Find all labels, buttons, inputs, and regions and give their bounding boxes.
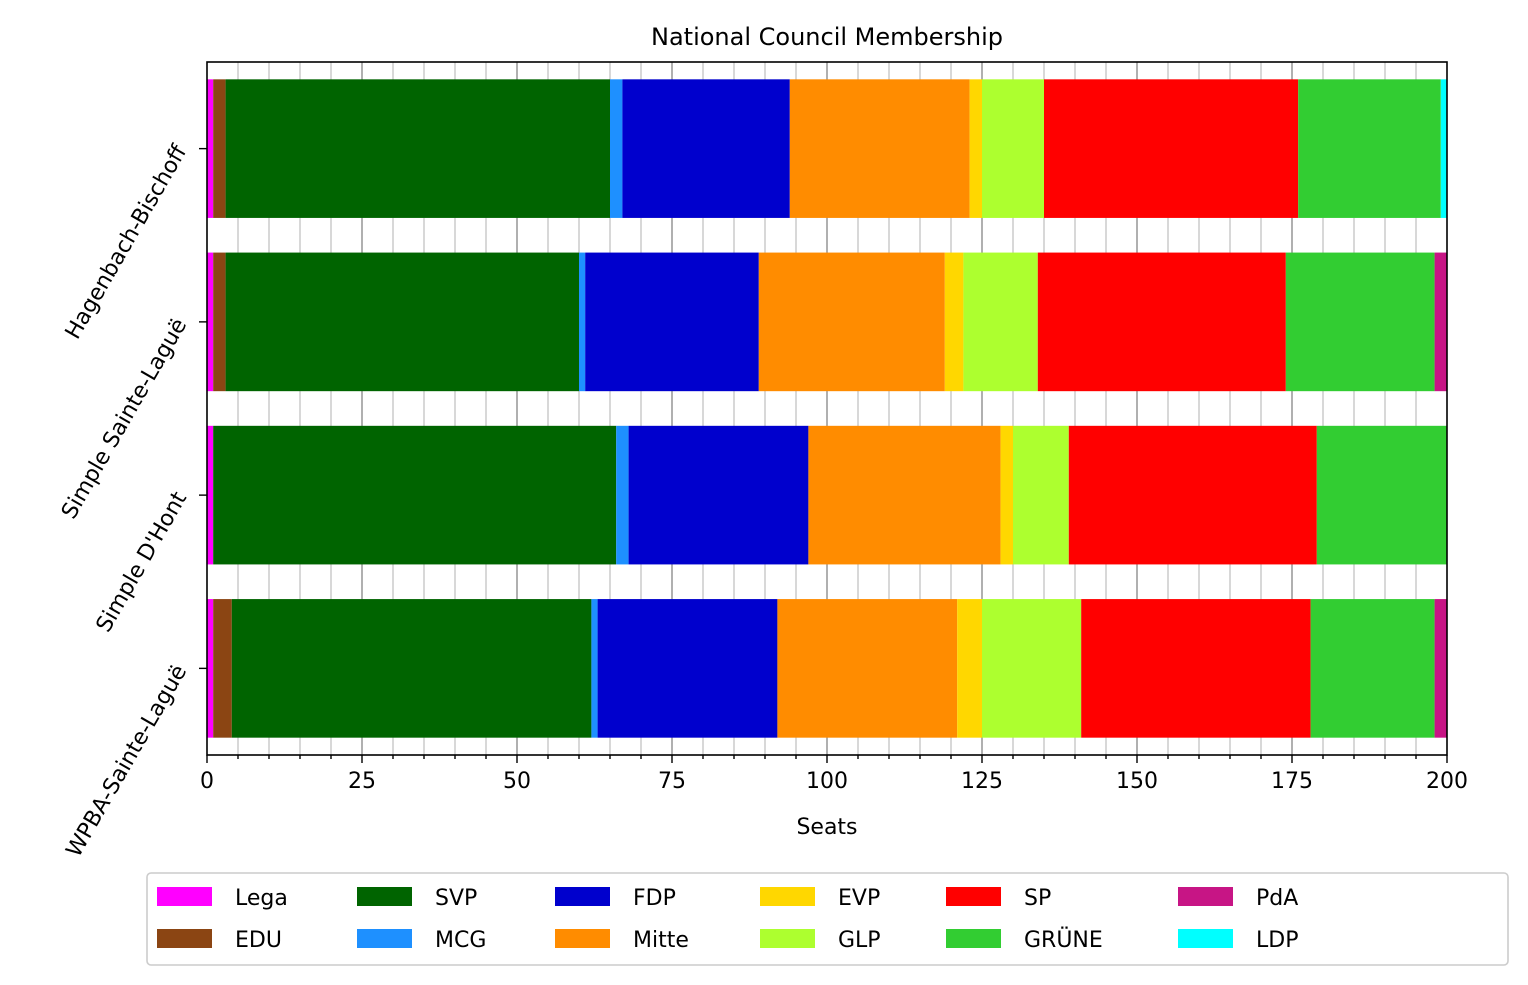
bar-segment-sp: [1044, 79, 1299, 218]
legend-swatch: [357, 887, 412, 906]
legend-label: EVP: [838, 886, 880, 911]
y-tick-label: WPBA-Sainte-Laguë: [62, 661, 192, 862]
bar-segment-glp: [963, 252, 1038, 392]
bar-segment-evp: [957, 599, 982, 738]
bar-segment-evp: [969, 79, 982, 218]
bar-segment-sp: [1037, 252, 1286, 392]
legend-label: EDU: [235, 928, 282, 953]
bar-segment-gr-ne: [1316, 425, 1447, 565]
bar-segment-evp: [944, 252, 964, 392]
bar-segment-glp: [982, 599, 1082, 738]
bar-segment-fdp: [585, 252, 759, 392]
x-tick-label: 175: [1271, 769, 1313, 794]
bar-segment-svp: [213, 425, 617, 565]
legend-label: GLP: [838, 928, 881, 953]
legend-swatch: [1178, 929, 1233, 948]
y-tick-label: Hagenbach-Bischoff: [61, 140, 193, 343]
x-tick-label: 125: [961, 769, 1003, 794]
bar-segment-gr-ne: [1285, 252, 1435, 392]
bar-segment-mcg: [610, 79, 623, 218]
bar-segment-mitte: [777, 599, 958, 738]
bars: [207, 79, 1447, 738]
bar-segment-sp: [1081, 599, 1311, 738]
bar-segment-edu: [213, 252, 226, 392]
bar-segment-svp: [225, 252, 579, 392]
x-tick-label: 100: [806, 769, 848, 794]
legend-label: FDP: [633, 886, 676, 911]
bar-segment-lega: [207, 252, 214, 392]
x-axis-ticks: 0 25 50 75 100 125 150 175 200: [200, 755, 1468, 794]
bar-segment-sp: [1068, 425, 1317, 565]
bar-segment-mitte: [789, 79, 970, 218]
x-tick-label: 150: [1116, 769, 1158, 794]
bar-segment-glp: [982, 79, 1044, 218]
bar-segment-lega: [207, 599, 214, 738]
y-tick-label: Simple D'Hont: [92, 487, 193, 636]
legend-label: SVP: [435, 886, 477, 911]
bar-segment-mcg: [579, 252, 586, 392]
bar-segment-gr-ne: [1310, 599, 1435, 738]
legend-swatch: [357, 929, 412, 948]
bar-segment-mitte: [808, 425, 1001, 565]
x-tick-label: 25: [348, 769, 376, 794]
bar-segment-edu: [213, 599, 232, 738]
legend-label: MCG: [435, 928, 486, 953]
bar-segment-fdp: [628, 425, 809, 565]
bar-segment-glp: [1013, 425, 1069, 565]
bar-segment-lega: [207, 425, 214, 565]
legend-swatch: [157, 929, 212, 948]
x-tick-label: 200: [1426, 769, 1468, 794]
legend-label: GRÜNE: [1024, 927, 1103, 953]
bar-segment-gr-ne: [1298, 79, 1441, 218]
bar-segment-pda: [1434, 252, 1447, 392]
legend-swatch: [157, 887, 212, 906]
bar-segment-fdp: [622, 79, 790, 218]
x-tick-label: 50: [503, 769, 531, 794]
bar-segment-evp: [1000, 425, 1013, 565]
legend-swatch: [760, 887, 815, 906]
legend-swatch: [760, 929, 815, 948]
legend-label: SP: [1024, 886, 1051, 911]
x-axis-label: Seats: [796, 815, 857, 840]
legend-swatch: [555, 887, 610, 906]
legend-swatch: [1178, 887, 1233, 906]
bar-segment-mitte: [758, 252, 945, 392]
legend-swatch: [946, 929, 1001, 948]
legend-label: PdA: [1256, 886, 1298, 911]
bar-segment-lega: [207, 79, 214, 218]
legend-label: LDP: [1256, 928, 1298, 953]
bar-segment-ldp: [1440, 79, 1447, 218]
bar-segment-mcg: [616, 425, 629, 565]
legend-label: Lega: [235, 886, 288, 911]
legend-swatch: [555, 929, 610, 948]
legend-label: Mitte: [633, 928, 689, 953]
bar-segment-svp: [225, 79, 610, 218]
bar-segment-edu: [213, 79, 226, 218]
bar-segment-mcg: [591, 599, 598, 738]
legend-swatch: [946, 887, 1001, 906]
bar-segment-fdp: [597, 599, 778, 738]
x-tick-label: 0: [200, 769, 214, 794]
legend: Lega EDU SVP MCG FDP Mitte EVP GLP SP GRÜNE PdA LDP: [146, 872, 1509, 966]
legend-frame: [146, 872, 1509, 966]
chart-title: National Council Membership: [651, 23, 1003, 51]
x-tick-label: 75: [658, 769, 686, 794]
bar-segment-pda: [1434, 599, 1447, 738]
bar-segment-svp: [231, 599, 592, 738]
